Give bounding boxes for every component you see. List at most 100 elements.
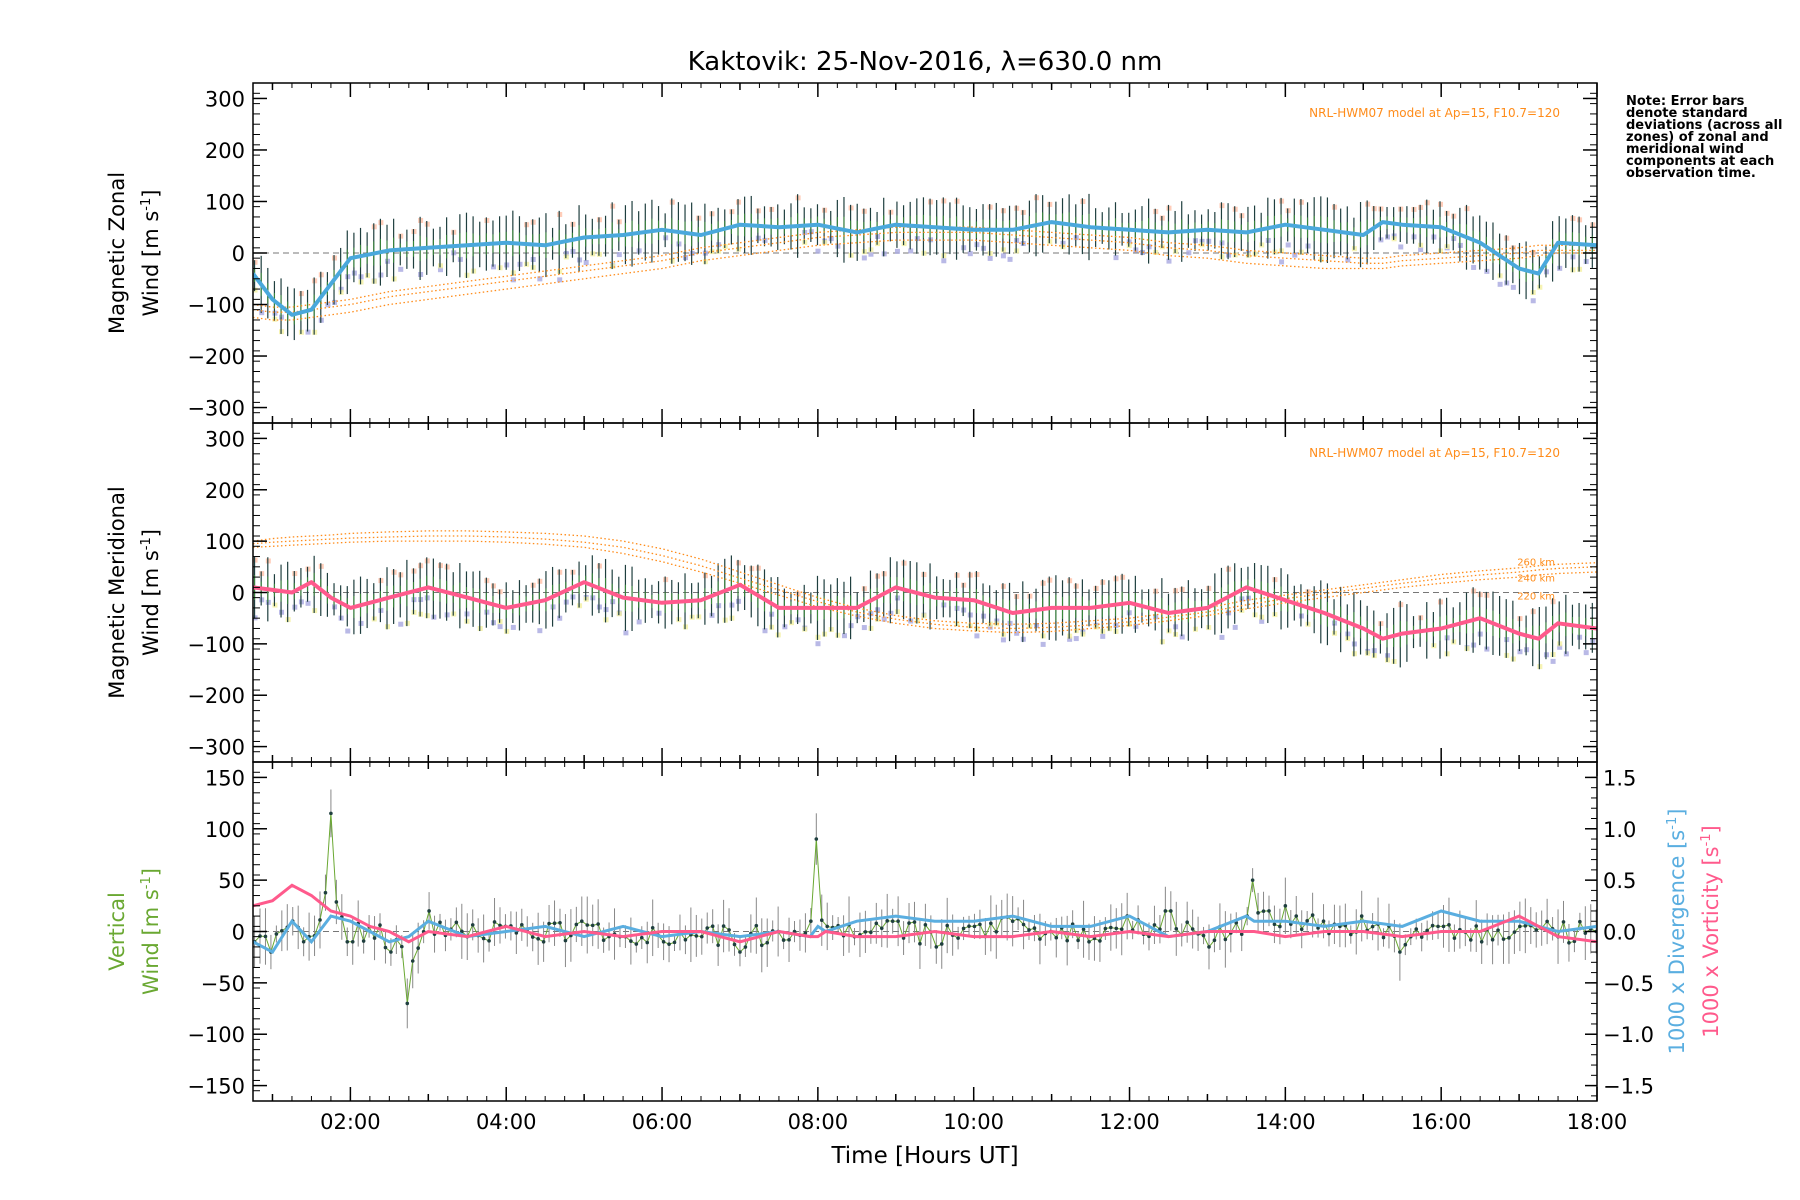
vertical-wind-point [809,919,813,924]
vertical-wind-point [803,931,808,935]
chart-title: Kaktovik: 25-Nov-2016, λ=630.0 nm [688,47,1163,77]
vertical-wind-point [1501,937,1506,941]
vertical-wind-point [918,941,922,946]
vertical-wind-point [699,934,704,939]
zone-point [398,621,404,627]
zone-point [1000,637,1006,643]
vertical-wind-point [350,939,355,944]
zone-point [1583,650,1589,656]
vertical-wind-point [1038,937,1042,941]
vertical-wind-point [629,939,633,943]
vertical-wind-point [1578,919,1582,924]
vertical-wind-point [574,922,579,927]
vertical-wind-point [661,939,666,944]
model-label: NRL-HWM07 model at Ap=15, F10.7=120 [1309,106,1560,120]
zone-point [1014,630,1020,636]
vertical-wind-point [1490,937,1495,942]
vertical-wind-point [334,900,339,904]
vertical-wind-point [361,939,366,943]
vertical-wind-point [781,938,786,942]
vertical-wind-point [1152,923,1157,927]
meridional-wind-panel: NRL-HWM07 model at Ap=15, F10.7=120 260 k… [105,422,1598,763]
vertical-wind-point [1087,939,1091,944]
vertical-wind-point [1518,924,1522,929]
zone-point [1510,284,1516,290]
zone-point [623,630,629,636]
vertical-wind-point [694,934,699,938]
vertical-wind-point [345,939,350,944]
x-tick-label: 18:00 [1567,1110,1628,1134]
vertical-wind-point [405,1001,410,1006]
vertical-wind-point [274,932,279,936]
vertical-wind-point [596,922,600,926]
y-tick-label: 100 [205,818,245,842]
y2-tick-label: −1.5 [1603,1075,1654,1099]
zone-point [815,641,821,647]
vertical-wind-point [460,929,464,934]
vertical-wind-point [732,942,737,947]
vertical-wind-point [1021,922,1026,927]
zone-point [1186,250,1192,256]
vertical-wind-point [470,923,475,927]
vertical-wind-point [579,919,584,924]
zone-point [1471,264,1477,270]
vertical-wind-point [759,943,764,948]
vertical-wind-point [541,939,546,944]
vertical-wind-point [1283,904,1288,908]
vertical-wind-point [1261,909,1266,913]
vertical-wind-point [329,811,333,816]
vertical-wind-panel: 1.5 1.0 0.5 0.0 −0.5 −1.0 −1.5 1000 x Divergenc… [105,761,1723,1102]
vertical-wind-point [716,943,720,947]
zone-point [762,628,768,634]
vertical-wind-point [1294,914,1299,918]
vertical-wind-point [1223,937,1228,942]
vertical-wind-point [967,924,971,928]
vertical-wind-point [754,923,759,928]
zone-point [1067,636,1073,642]
vertical-wind-point [683,937,688,942]
model-altitude-label: 240 km [1517,573,1555,584]
vertical-wind-point [416,946,420,950]
y-tick-label: 300 [205,427,245,451]
vertical-wind-point [601,938,606,943]
vertical-wind-point [563,938,568,943]
vertical-wind-point [912,920,917,924]
vertical-wind-point [258,934,262,938]
zone-point [490,264,496,270]
zone-point [861,625,867,631]
zone-point [1232,624,1238,630]
vertical-wind-point [590,923,595,928]
divergence-axis-label: 1000 x Divergence [s-1] [1665,809,1689,1055]
vertical-wind-point [814,837,819,841]
zone-point [510,277,516,283]
y-axis-label-line2: Wind [m s-1] [139,529,163,656]
zone-point [881,616,887,622]
vertical-wind-point [1299,927,1304,932]
vertical-wind-point [1081,927,1086,932]
zone-point [583,260,589,266]
vertical-wind-point [1305,919,1309,923]
vertical-wind-point [1436,924,1440,929]
vertical-wind-point [650,925,655,930]
vertical-wind-point [1114,926,1119,931]
vertical-wind-point [989,921,993,926]
zone-point [1113,255,1119,261]
model-altitude-label: 220 km [1517,591,1555,602]
vertical-wind-point [378,923,382,927]
vertical-wind-point [1054,935,1059,940]
vertical-wind-point [400,944,404,949]
vertical-wind-point [972,924,977,929]
vertical-wind-point [558,920,562,925]
vertical-wind-point [874,921,879,926]
y-tick-label: −200 [187,684,245,708]
zone-point [1557,644,1563,650]
y-tick-label: −300 [187,397,245,421]
y-tick-label: 200 [205,139,245,163]
vertical-wind-point [1212,938,1217,942]
zone-point [868,251,874,257]
vertical-wind-point [1103,926,1108,931]
vertical-wind-point [1474,924,1479,928]
zone-point [305,329,311,335]
vertical-wind-point [1567,941,1571,945]
model-curve [253,530,1597,625]
